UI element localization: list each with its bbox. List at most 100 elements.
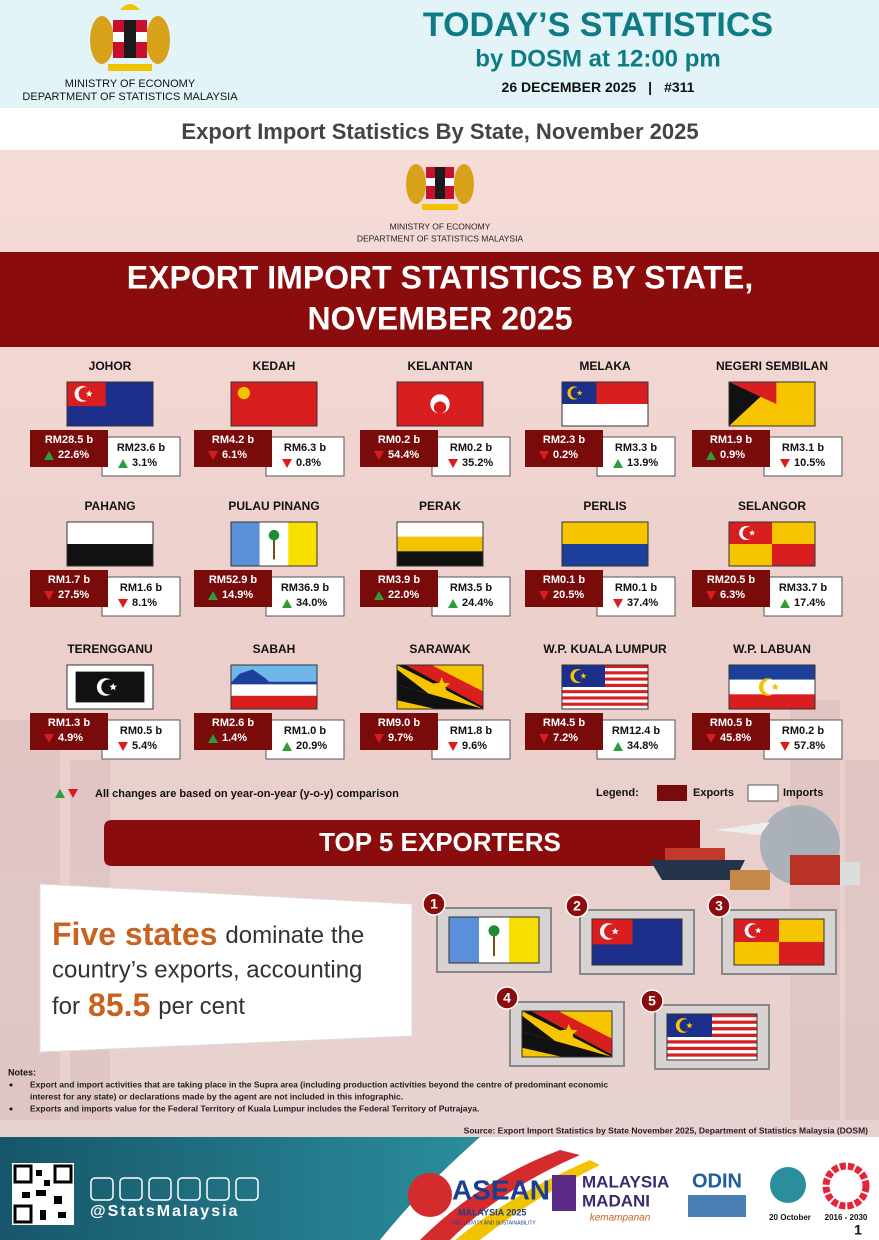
flag-part: [522, 1031, 612, 1057]
social-icon: [177, 1177, 201, 1201]
arrow-up: [613, 742, 623, 751]
logo-text: 20 October: [769, 1213, 811, 1222]
export-value: RM1.7 b: [48, 574, 90, 586]
import-box: [101, 576, 181, 617]
flag-border: [448, 916, 540, 964]
arrow-down: [780, 742, 790, 751]
note-line: interest for any state) or declarations …: [30, 1091, 403, 1101]
flag-part: [779, 942, 824, 965]
arrow-down: [539, 591, 549, 600]
flag-part: [667, 1043, 757, 1047]
flag-part: [779, 919, 824, 942]
state-name: SARAWAK: [409, 642, 471, 656]
flag-part: [433, 401, 447, 414]
flag: [396, 664, 484, 710]
import-value: RM1.8 b: [450, 725, 492, 737]
flag-border: [728, 521, 816, 567]
export-value: RM2.6 b: [212, 717, 254, 729]
flag-part: [679, 1019, 693, 1032]
export-box: [194, 430, 272, 467]
export-value: RM4.2 b: [212, 434, 254, 446]
logo-text: ODIN: [692, 1170, 742, 1192]
state-name: PAHANG: [84, 499, 135, 513]
arrow-down: [613, 599, 623, 608]
flag: [66, 521, 154, 567]
arrow-down: [44, 734, 54, 743]
import-value: RM0.1 b: [615, 582, 657, 594]
import-value: RM1.0 b: [284, 725, 326, 737]
flag-part: [570, 387, 582, 399]
export-box: [360, 430, 438, 467]
state-name: KEDAH: [253, 359, 296, 373]
export-value: RM20.5 b: [707, 574, 756, 586]
export-change: 1.4%: [222, 732, 247, 744]
flag-border: [591, 918, 683, 966]
legend-label: Imports: [783, 787, 823, 799]
department: DEPARTMENT OF STATISTICS MALAYSIA: [357, 233, 524, 243]
flag-part: [772, 522, 815, 544]
state-name: W.P. LABUAN: [733, 642, 811, 656]
flag: [396, 521, 484, 567]
export-change: 22.0%: [388, 589, 419, 601]
statement-text: per cent: [158, 993, 245, 1020]
rank: 2: [573, 898, 581, 914]
highlight: Five states: [52, 916, 217, 952]
import-box: [763, 719, 843, 760]
notes-title: Notes:: [8, 1067, 36, 1077]
emblem: [90, 4, 170, 71]
import-box: [265, 576, 345, 617]
import-box: [596, 719, 676, 760]
top5-flags: 1 2 3 4 5: [422, 892, 837, 1070]
export-change: 9.7%: [388, 732, 413, 744]
flag-border: [396, 381, 484, 427]
arrow-down: [448, 742, 458, 751]
arrow-down: [706, 591, 716, 600]
rank: 5: [648, 993, 656, 1009]
import-box: [265, 436, 345, 477]
flag-part: [231, 669, 270, 683]
statement-text: dominate the: [225, 922, 364, 949]
flag-part: [562, 404, 648, 426]
export-change: 4.9%: [58, 732, 83, 744]
arrow-up: [208, 591, 218, 600]
flag: [230, 381, 318, 427]
rank: 4: [503, 990, 511, 1006]
import-box: [596, 576, 676, 617]
flag-border: [230, 381, 318, 427]
state-name: PERLIS: [583, 499, 626, 513]
top5-title: TOP 5 EXPORTERS: [319, 827, 561, 857]
export-box: [525, 570, 603, 607]
flag-part: [268, 529, 280, 541]
import-box: [101, 719, 181, 760]
ministry: MINISTRY OF ECONOMY: [390, 221, 491, 231]
flag-part: [488, 925, 500, 937]
flag-border: [521, 1010, 613, 1058]
arrow-down: [539, 451, 549, 460]
arrow-up: [448, 599, 458, 608]
flag-part: [729, 544, 772, 566]
export-box: [30, 713, 108, 750]
flag-part: [101, 679, 117, 695]
flag-part: [729, 382, 777, 404]
logo: [408, 1173, 452, 1217]
flag: [561, 381, 649, 427]
export-change: 7.2%: [553, 732, 578, 744]
flag-part: [749, 529, 756, 536]
flag: [666, 1013, 758, 1061]
state-name: PERAK: [419, 499, 461, 513]
import-value: RM3.5 b: [450, 582, 492, 594]
arrow-down: [282, 459, 292, 468]
export-box: [194, 570, 272, 607]
logo-text: kemampanan: [590, 1213, 651, 1224]
flag-part: [397, 684, 483, 709]
bullet: [9, 1083, 13, 1087]
export-change: 20.5%: [553, 589, 584, 601]
flag-border: [728, 381, 816, 427]
rank-badge: [707, 894, 731, 918]
export-value: RM1.9 b: [710, 434, 752, 446]
banner: [0, 252, 879, 347]
flag-border: [561, 664, 649, 710]
export-box: [30, 430, 108, 467]
import-box: [265, 719, 345, 760]
import-box: [596, 436, 676, 477]
